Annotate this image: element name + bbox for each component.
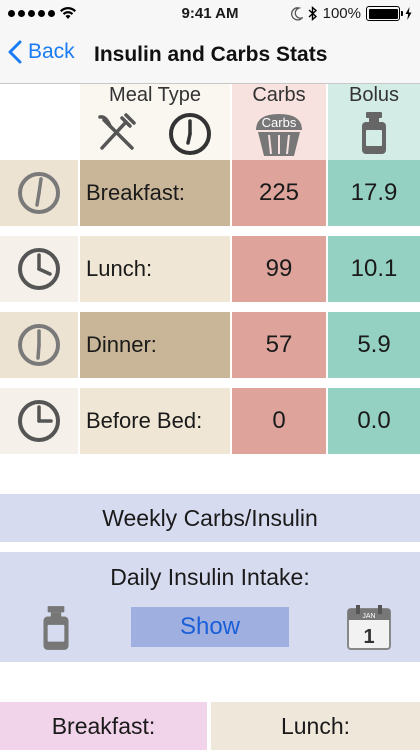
- muffin-icon: Carbs: [256, 114, 302, 156]
- battery-icon: [366, 6, 403, 21]
- table-row[interactable]: Breakfast: 225 17.9: [0, 160, 420, 226]
- insulin-bottle-icon: [43, 606, 69, 650]
- calendar-month: JAN: [362, 613, 375, 620]
- signal-wifi: [8, 6, 77, 20]
- navigation-bar: Back Insulin and Carbs Stats: [0, 28, 420, 84]
- bolus-value: 0.0: [328, 388, 420, 454]
- meal-type-label: Meal Type: [109, 84, 201, 106]
- clock-icon: [18, 172, 60, 214]
- table-row[interactable]: Dinner: 57 5.9: [0, 312, 420, 378]
- meal-name: Dinner:: [80, 312, 230, 378]
- carbs-value: 0: [232, 388, 326, 454]
- row-clock-cell: [0, 236, 78, 302]
- muffin-icon-text: Carbs: [262, 115, 297, 130]
- clock-icon: [18, 400, 60, 442]
- back-button[interactable]: Back: [8, 40, 75, 64]
- bolus-header: Bolus: [328, 84, 420, 160]
- daily-insulin-title: Daily Insulin Intake:: [110, 564, 310, 590]
- calendar-icon[interactable]: JAN 1: [346, 603, 392, 651]
- status-time: 9:41 AM: [181, 5, 239, 22]
- clock-icon: [18, 248, 60, 290]
- back-label: Back: [28, 40, 75, 63]
- insulin-bottle-icon: [362, 112, 386, 154]
- carbs-value: 57: [232, 312, 326, 378]
- signal-strength-icon: [8, 9, 55, 17]
- meal-type-header: Meal Type: [80, 84, 230, 160]
- bolus-value: 10.1: [328, 236, 420, 302]
- row-clock-cell: [0, 160, 78, 226]
- wifi-icon: [60, 6, 76, 19]
- calendar-day: 1: [363, 626, 374, 648]
- row-clock-cell: [0, 388, 78, 454]
- status-bar: 9:41 AM 100%: [0, 0, 420, 28]
- table-row[interactable]: Before Bed: 0 0.0: [0, 388, 420, 454]
- carbs-value: 99: [232, 236, 326, 302]
- carbs-value: 225: [232, 160, 326, 226]
- bluetooth-icon: [308, 6, 317, 21]
- carbs-label: Carbs: [252, 84, 306, 106]
- moon-icon: [290, 6, 303, 20]
- bolus-value: 17.9: [328, 160, 420, 226]
- show-button[interactable]: Show: [131, 607, 289, 647]
- table-header: Meal Type Carbs Carbs: [0, 84, 420, 160]
- lunch-tile[interactable]: Lunch:: [211, 702, 420, 750]
- meal-name: Before Bed:: [80, 388, 230, 454]
- charging-icon: [405, 7, 412, 20]
- meal-name: Lunch:: [80, 236, 230, 302]
- breakfast-tile[interactable]: Breakfast:: [0, 702, 207, 750]
- chevron-left-icon: [8, 40, 22, 64]
- meal-name: Breakfast:: [80, 160, 230, 226]
- fork-knife-icon: [98, 113, 136, 150]
- clock-icon: [18, 324, 60, 366]
- row-clock-cell: [0, 312, 78, 378]
- page-title: Insulin and Carbs Stats: [94, 43, 328, 66]
- battery-percent: 100%: [322, 5, 361, 22]
- bolus-label: Bolus: [348, 84, 400, 106]
- clock-icon: [169, 113, 211, 155]
- carbs-header: Carbs Carbs: [232, 84, 326, 160]
- weekly-carbs-insulin-button[interactable]: Weekly Carbs/Insulin: [0, 494, 420, 542]
- status-right: 100%: [290, 5, 412, 22]
- bolus-value: 5.9: [328, 312, 420, 378]
- table-row[interactable]: Lunch: 99 10.1: [0, 236, 420, 302]
